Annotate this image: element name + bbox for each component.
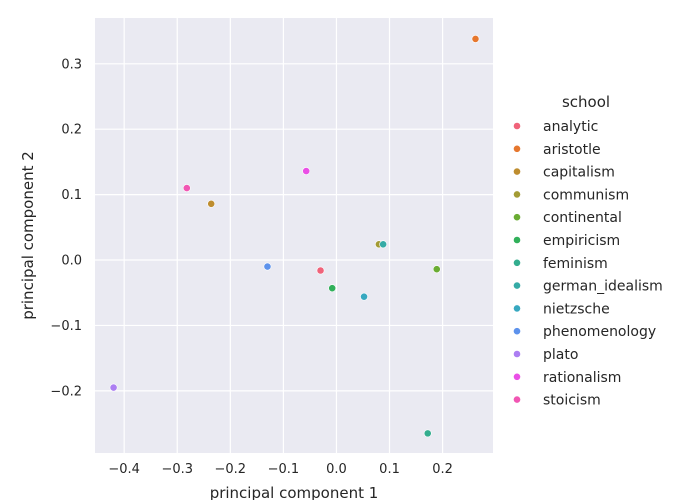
legend-marker [513, 350, 521, 358]
data-point-german-idealism [379, 240, 388, 249]
data-point-stoicism [182, 184, 191, 192]
data-point-phenomenology [263, 262, 272, 271]
legend-marker [513, 213, 521, 222]
legend-marker [513, 258, 521, 267]
legend-marker [513, 144, 521, 153]
legend-label: nietzsche [543, 301, 610, 317]
x-tick-label: 0.1 [379, 462, 400, 477]
legend-label: communism [543, 187, 629, 203]
legend: school analytic aristotle capitalism commun… [513, 93, 663, 409]
legend-label: rationalism [543, 370, 621, 386]
x-tick-label: 0.0 [326, 462, 347, 477]
legend-marker [513, 395, 521, 404]
legend-label: aristotle [543, 142, 601, 158]
legend-marker [513, 236, 521, 244]
legend-marker [513, 167, 521, 176]
legend-title: school [562, 93, 610, 111]
legend-items: analytic aristotle capitalism communism cont… [513, 119, 663, 409]
legend-label: german_idealism [543, 279, 663, 295]
legend-label: continental [543, 210, 622, 226]
legend-label: plato [543, 347, 578, 363]
y-tick-label: −0.1 [50, 319, 82, 334]
legend-label: phenomenology [543, 324, 656, 340]
data-point-capitalism [207, 199, 216, 208]
y-tick-label: 0.0 [61, 254, 82, 269]
legend-marker [513, 122, 521, 130]
y-tick-label: 0.3 [61, 57, 82, 72]
data-point-continental [432, 265, 441, 274]
x-tick-label: −0.1 [268, 462, 300, 477]
data-point-feminism [423, 429, 432, 438]
y-axis-label: principal component 2 [19, 151, 37, 320]
x-tick-label: −0.2 [215, 462, 247, 477]
legend-marker [513, 281, 521, 290]
data-point-plato [109, 383, 118, 392]
data-points [109, 35, 480, 438]
legend-marker [513, 372, 521, 381]
y-axis-ticks: −0.2 −0.1 0.0 0.1 0.2 0.3 [50, 57, 82, 399]
legend-marker [513, 190, 521, 199]
x-tick-label: −0.3 [161, 462, 193, 477]
legend-label: analytic [543, 119, 598, 135]
legend-marker [513, 304, 521, 313]
data-point-rationalism [302, 167, 311, 175]
x-axis-label: principal component 1 [210, 484, 379, 500]
legend-label: stoicism [543, 393, 601, 409]
data-point-nietzsche [360, 292, 368, 301]
grid-lines [95, 18, 493, 453]
legend-label: feminism [543, 256, 608, 272]
data-point-empiricism [328, 284, 337, 293]
y-tick-label: −0.2 [50, 384, 82, 399]
x-tick-label: −0.4 [108, 462, 140, 477]
plot-area [95, 18, 493, 453]
data-point-aristotle [471, 35, 480, 43]
y-tick-label: 0.2 [61, 123, 82, 138]
legend-label: empiricism [543, 233, 620, 249]
x-tick-label: 0.2 [432, 462, 453, 477]
y-tick-label: 0.1 [61, 188, 82, 203]
x-axis-ticks: −0.4 −0.3 −0.2 −0.1 0.0 0.1 0.2 [108, 462, 453, 477]
data-point-analytic [316, 266, 325, 275]
legend-label: capitalism [543, 165, 615, 181]
legend-marker [513, 327, 521, 336]
